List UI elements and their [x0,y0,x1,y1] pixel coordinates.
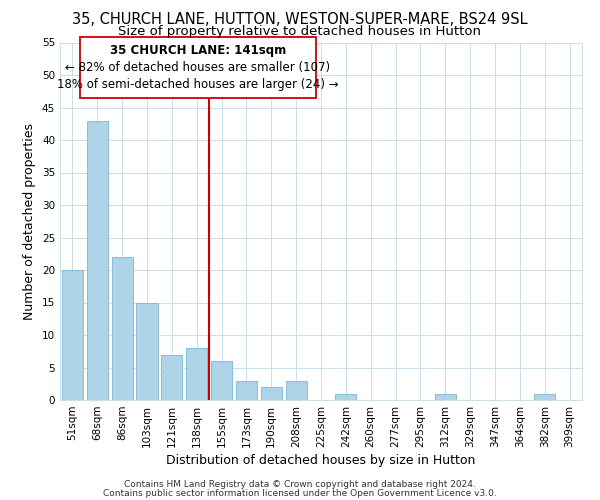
Bar [87,120,108,400]
Bar [286,380,307,400]
Bar [335,394,356,400]
Text: Contains HM Land Registry data © Crown copyright and database right 2024.: Contains HM Land Registry data © Crown c… [124,480,476,489]
Bar [435,394,456,400]
Text: 35 CHURCH LANE: 141sqm: 35 CHURCH LANE: 141sqm [110,44,286,57]
Text: 18% of semi-detached houses are larger (24) →: 18% of semi-detached houses are larger (… [57,78,339,91]
Bar [534,394,555,400]
Text: Contains public sector information licensed under the Open Government Licence v3: Contains public sector information licen… [103,489,497,498]
Bar [186,348,207,400]
Bar [136,302,158,400]
Bar [236,380,257,400]
Bar [62,270,83,400]
Text: ← 82% of detached houses are smaller (107): ← 82% of detached houses are smaller (10… [65,61,331,74]
Bar [261,387,282,400]
Y-axis label: Number of detached properties: Number of detached properties [23,122,37,320]
X-axis label: Distribution of detached houses by size in Hutton: Distribution of detached houses by size … [166,454,476,467]
Text: 35, CHURCH LANE, HUTTON, WESTON-SUPER-MARE, BS24 9SL: 35, CHURCH LANE, HUTTON, WESTON-SUPER-MA… [72,12,528,28]
Bar [161,354,182,400]
FancyBboxPatch shape [80,38,316,98]
Text: Size of property relative to detached houses in Hutton: Size of property relative to detached ho… [119,25,482,38]
Bar [211,361,232,400]
Bar [112,257,133,400]
